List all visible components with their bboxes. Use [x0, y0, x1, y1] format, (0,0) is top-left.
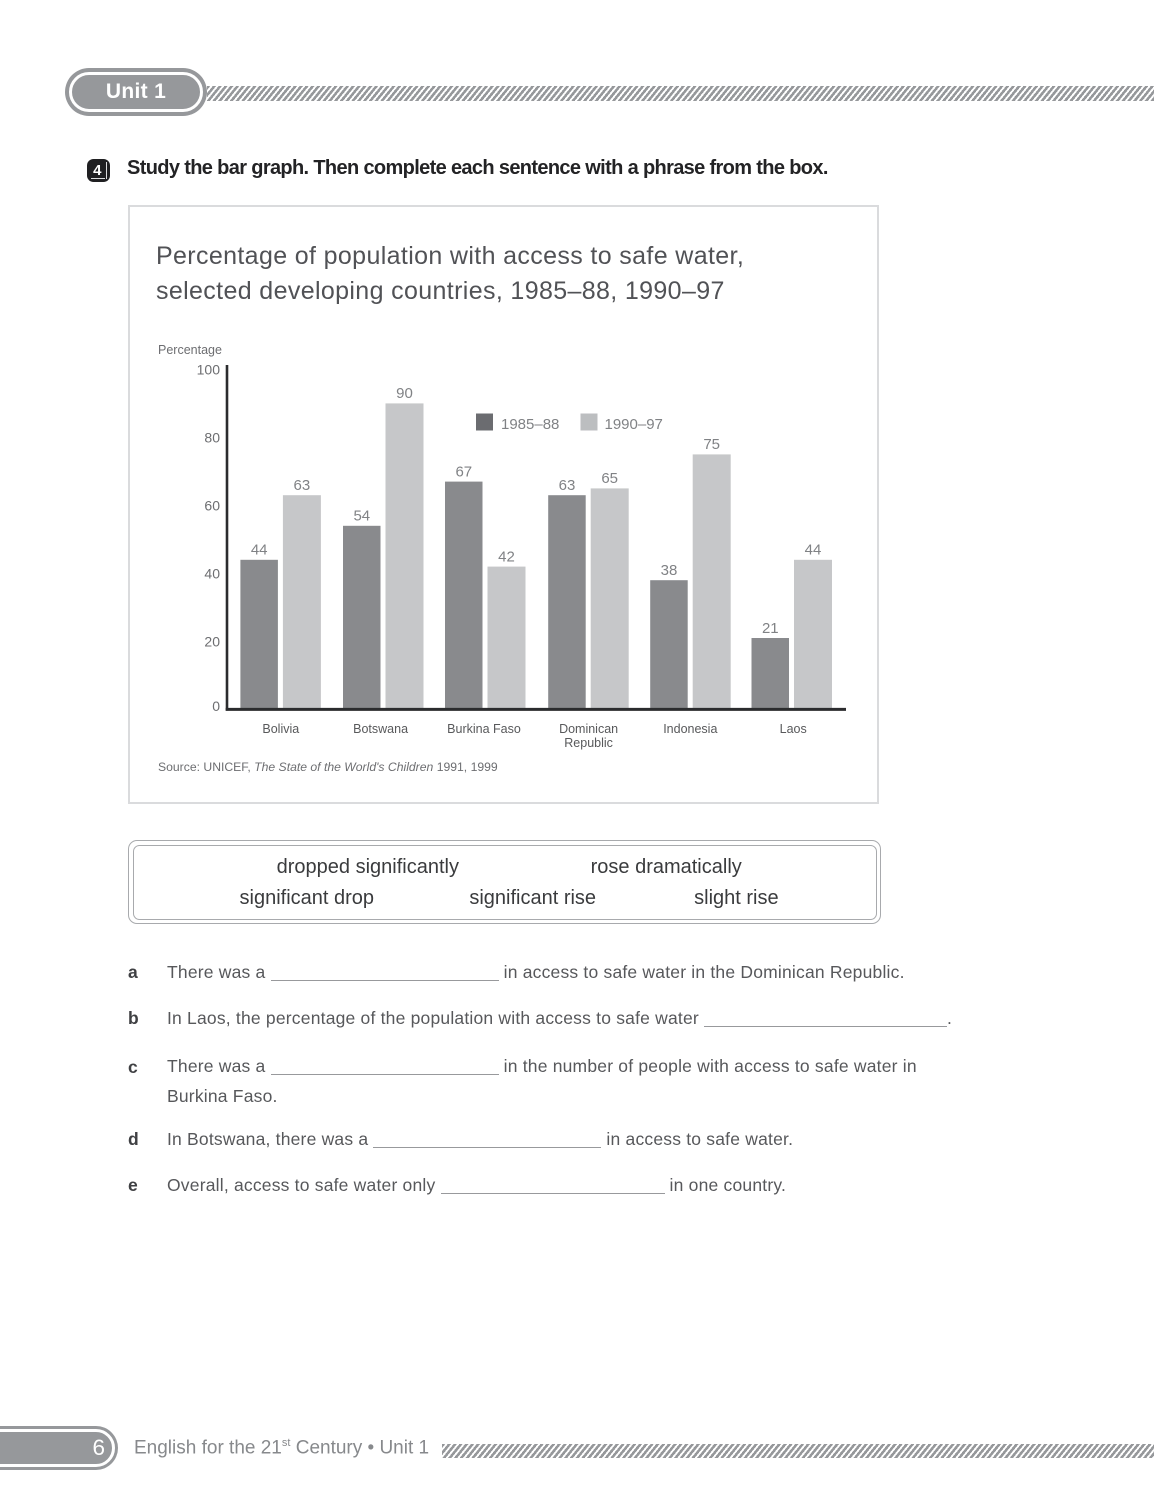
svg-text:75: 75	[703, 436, 720, 453]
svg-text:67: 67	[455, 464, 472, 481]
svg-text:20: 20	[204, 634, 220, 650]
svg-text:100: 100	[197, 362, 221, 378]
svg-text:1985–88: 1985–88	[501, 416, 559, 433]
svg-text:40: 40	[204, 566, 220, 582]
svg-text:90: 90	[396, 385, 413, 402]
svg-text:Burkina Faso: Burkina Faso	[447, 722, 521, 736]
svg-text:Laos: Laos	[780, 722, 807, 736]
svg-text:Bolivia: Bolivia	[262, 722, 299, 736]
svg-text:Botswana: Botswana	[353, 722, 408, 736]
svg-text:63: 63	[559, 477, 576, 494]
svg-text:Dominican: Dominican	[559, 722, 618, 736]
svg-text:44: 44	[251, 542, 268, 559]
svg-text:80: 80	[204, 430, 220, 446]
svg-text:42: 42	[498, 549, 515, 566]
svg-text:0: 0	[212, 698, 220, 714]
svg-text:Source: UNICEF, The State of t: Source: UNICEF, The State of the World's…	[158, 760, 498, 774]
svg-text:63: 63	[294, 477, 311, 494]
svg-text:44: 44	[805, 542, 822, 559]
svg-text:Indonesia: Indonesia	[663, 722, 717, 736]
svg-text:21: 21	[762, 620, 779, 637]
svg-text:38: 38	[661, 562, 678, 579]
svg-text:65: 65	[601, 470, 618, 487]
svg-text:Percentage: Percentage	[158, 343, 222, 357]
svg-text:60: 60	[204, 498, 220, 514]
svg-text:Republic: Republic	[564, 736, 613, 750]
svg-text:1990–97: 1990–97	[605, 416, 663, 433]
svg-text:54: 54	[353, 508, 370, 525]
